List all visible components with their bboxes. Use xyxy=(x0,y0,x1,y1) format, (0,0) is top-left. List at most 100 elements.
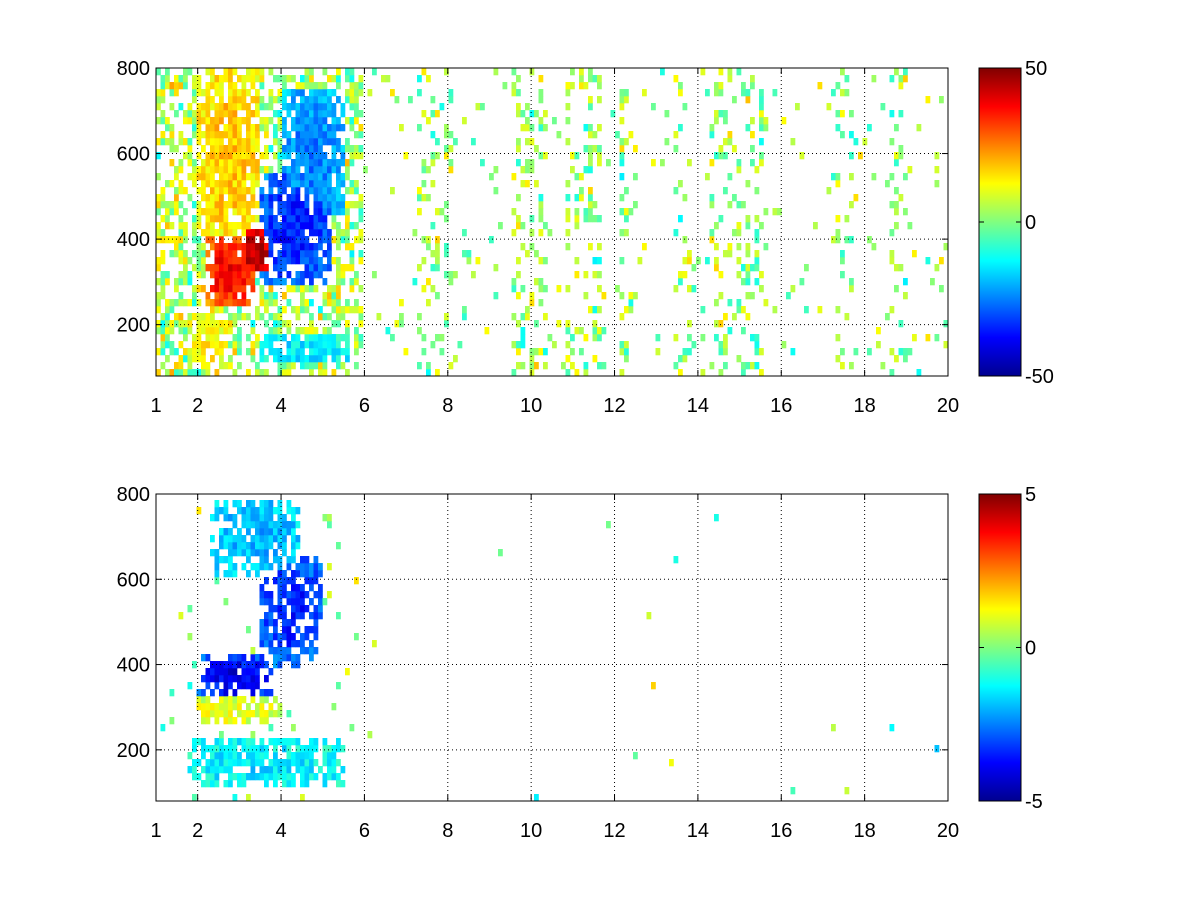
chart-2-heat-cell xyxy=(313,745,319,753)
chart-2-heat-cell xyxy=(277,703,283,711)
chart-1-heat-cell xyxy=(219,362,224,370)
chart-1-heat-cell xyxy=(277,187,283,195)
chart-1-heat-cell xyxy=(178,138,184,146)
chart-1-heat-cell xyxy=(538,257,544,265)
chart-1-heat-cell xyxy=(300,236,305,244)
chart-1-heat-cell xyxy=(534,145,539,153)
chart-1-heat-cell xyxy=(214,145,220,153)
chart-1-heat-cell xyxy=(691,285,697,293)
chart-1-heat-cell xyxy=(201,159,206,167)
chart-2-heat-cell xyxy=(201,703,206,711)
chart-2-heat-cell xyxy=(246,703,251,711)
chart-1-heat-cell xyxy=(624,208,629,216)
chart-1-heat-cell xyxy=(592,320,598,328)
chart-1-heat-cell xyxy=(588,124,593,132)
chart-1-heat-cell xyxy=(192,131,197,139)
chart-1-heat-cell xyxy=(219,201,224,209)
chart-1-heat-cell xyxy=(295,145,301,153)
chart-2-heat-cell xyxy=(313,633,319,641)
chart-1-heat-cell xyxy=(579,75,584,83)
chart-1-heat-cell xyxy=(714,264,719,272)
chart-2-heat-cell xyxy=(273,780,278,788)
chart-1-heat-cell xyxy=(466,250,472,258)
chart-1-heat-cell xyxy=(619,313,625,321)
chart-1-heat-cell xyxy=(345,236,350,244)
chart-1-heat-cell xyxy=(349,75,355,83)
chart-1-heat-cell xyxy=(169,201,175,209)
chart-1-heat-cell xyxy=(714,320,719,328)
chart-1-heat-cell xyxy=(439,348,445,356)
chart-1-heat-cell xyxy=(516,362,521,370)
chart-1-heat-cell xyxy=(894,355,899,363)
chart-1-heat-cell xyxy=(520,341,526,349)
chart-1-heat-cell xyxy=(759,96,764,104)
chart-1-heat-cell xyxy=(241,271,247,279)
chart-1-heat-cell xyxy=(754,250,760,258)
chart-1-heat-cell xyxy=(228,131,233,139)
chart-1-heat-cell xyxy=(187,369,193,377)
chart-1-heat-cell xyxy=(282,278,287,286)
chart-2-heat-cell xyxy=(313,570,319,578)
chart-1-heat-cell xyxy=(250,82,256,90)
chart-2-heat-cell xyxy=(219,668,224,676)
chart-1-heat-cell xyxy=(309,369,314,377)
chart-1-heat-cell xyxy=(592,215,598,223)
chart-1-heat-cell xyxy=(160,250,166,258)
chart-1-heat-cell xyxy=(300,75,305,83)
chart-2-heat-cell xyxy=(246,570,251,578)
chart-1-heat-cell xyxy=(813,222,818,230)
chart-2-heat-cell xyxy=(255,521,260,529)
chart-1-heat-cell xyxy=(565,215,571,223)
chart-2-heat-cell xyxy=(210,668,215,676)
chart-2-heat-cell xyxy=(300,598,305,606)
chart-1-heat-cell xyxy=(538,124,544,132)
chart-1-heat-cell xyxy=(205,341,211,349)
chart-1-heat-cell xyxy=(268,313,274,321)
chart-1-heat-cell xyxy=(430,159,436,167)
chart-1-x-tick-label: 6 xyxy=(359,395,370,417)
chart-1-heat-cell xyxy=(322,152,328,160)
chart-1-heat-cell xyxy=(898,264,904,272)
chart-1-heat-cell xyxy=(183,110,188,118)
chart-1-heat-cell xyxy=(219,257,224,265)
chart-1-heat-cell xyxy=(219,117,224,125)
chart-1-heat-cell xyxy=(309,82,314,90)
chart-1-heat-cell xyxy=(228,68,233,76)
chart-1-heat-cell xyxy=(165,334,170,342)
chart-1-heat-cell xyxy=(340,159,346,167)
chart-1-heat-cell xyxy=(210,285,215,293)
chart-1-heat-cell xyxy=(318,194,323,202)
chart-2-heat-cell xyxy=(241,542,247,550)
chart-2-heat-cell xyxy=(291,535,296,543)
chart-1-heat-cell xyxy=(259,103,265,111)
chart-2-heat-cell xyxy=(210,514,215,522)
chart-1-heat-cell xyxy=(565,194,571,202)
chart-1-heat-cell xyxy=(430,222,436,230)
chart-1-heat-cell xyxy=(619,208,625,216)
chart-1-heat-cell xyxy=(223,341,229,349)
chart-1-heat-cell xyxy=(907,166,913,174)
chart-2-heat-cell xyxy=(331,752,337,760)
chart-1-heat-cell xyxy=(358,285,364,293)
chart-1-heat-cell xyxy=(543,285,548,293)
chart-1-heat-cell xyxy=(241,145,247,153)
chart-2-heat-cell xyxy=(250,752,256,760)
chart-1-heat-cell xyxy=(295,229,301,237)
chart-2-heat-cell xyxy=(223,528,229,536)
chart-1-heat-cell xyxy=(250,68,256,76)
chart-1-heat-cell xyxy=(264,208,269,216)
chart-1-heat-cell xyxy=(574,257,580,265)
chart-2-heat-cell xyxy=(282,528,287,536)
chart-1-heat-cell xyxy=(556,320,562,328)
chart-2-heat-cell xyxy=(237,752,242,760)
chart-2-heat-cell xyxy=(255,682,260,690)
chart-1-heat-cell xyxy=(430,264,436,272)
chart-1-heat-cell xyxy=(642,243,647,251)
chart-1-heat-cell xyxy=(241,152,247,160)
chart-1-heat-cell xyxy=(246,215,251,223)
chart-1-heat-cell xyxy=(538,96,544,104)
chart-1-heat-cell xyxy=(295,355,301,363)
chart-1-heat-cell xyxy=(354,110,359,118)
chart-1-heat-cell xyxy=(237,166,242,174)
